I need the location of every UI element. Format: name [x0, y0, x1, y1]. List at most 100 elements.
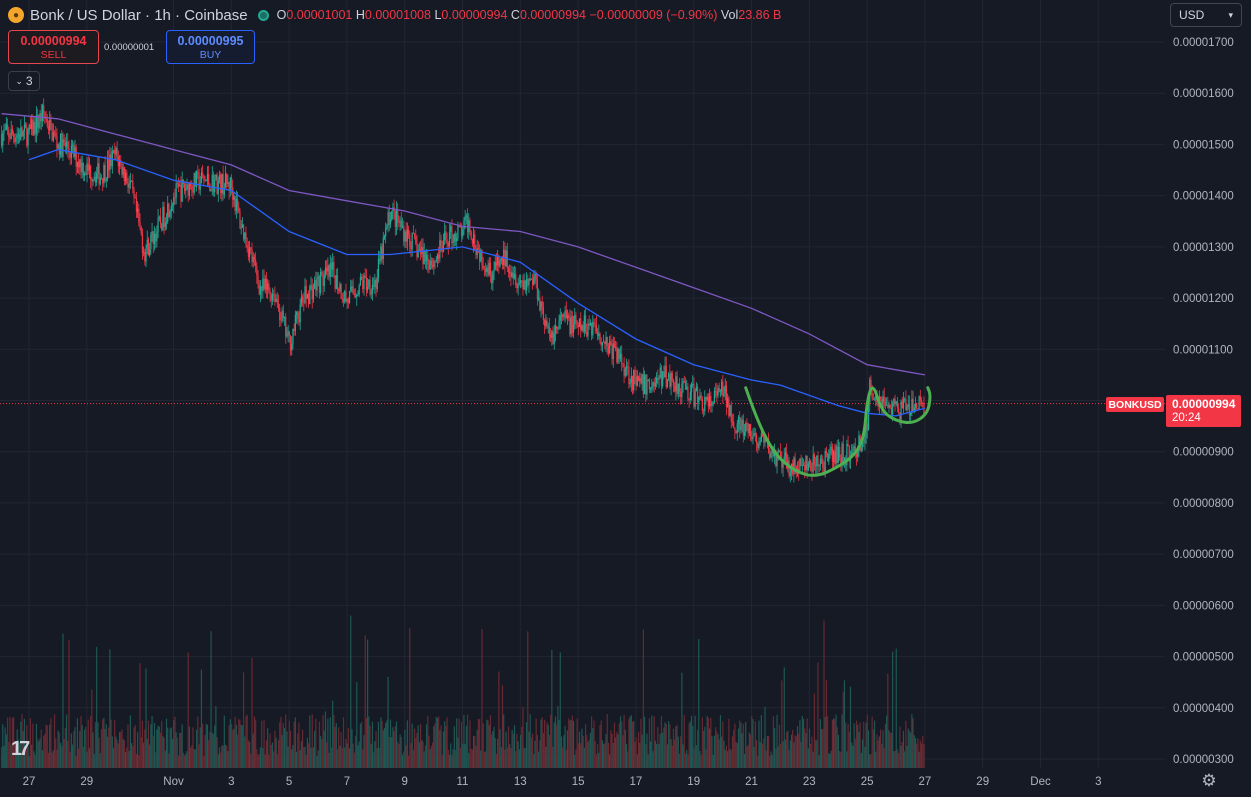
- volume-bar: [21, 714, 23, 768]
- candle-body: [814, 464, 817, 467]
- volume-bar: [831, 719, 834, 768]
- volume-bar: [400, 737, 402, 768]
- volume-bar: [395, 721, 398, 768]
- candle-body: [907, 404, 909, 407]
- candle-body: [214, 180, 216, 193]
- candle-body: [920, 400, 923, 404]
- candle-body: [415, 236, 417, 244]
- candle-body: [717, 388, 719, 396]
- candle-body: [346, 299, 348, 302]
- candle-body: [745, 423, 747, 432]
- candle-body: [519, 280, 522, 284]
- candle-body: [418, 249, 420, 251]
- indicators-toggle-button[interactable]: ⌄ 3: [8, 71, 40, 91]
- candle-body: [10, 128, 12, 139]
- volume-bar: [220, 752, 222, 768]
- volume-bar: [433, 726, 435, 768]
- candle-body: [183, 184, 186, 191]
- volume-bar: [265, 740, 268, 768]
- candle-body: [883, 396, 885, 403]
- candle-body: [858, 435, 860, 450]
- candle-body: [324, 267, 327, 276]
- y-tick-label: 0.00001200: [1173, 293, 1234, 305]
- candle-body: [274, 294, 276, 302]
- x-tick-label: 3: [1095, 776, 1101, 788]
- volume-bar: [722, 721, 724, 768]
- volume-bar: [678, 753, 681, 768]
- volume-bar: [684, 753, 687, 768]
- candle-body: [377, 258, 380, 278]
- volume-bar: [33, 751, 35, 768]
- candle-body: [385, 228, 387, 237]
- candle-body: [817, 455, 819, 467]
- candle-body: [370, 293, 372, 295]
- volume-bar: [635, 737, 637, 768]
- candle-body: [326, 267, 328, 272]
- volume-bar: [423, 751, 425, 768]
- candle-body: [478, 249, 481, 262]
- candle-body: [104, 165, 106, 181]
- volume-bar: [430, 745, 433, 768]
- candle-body: [469, 220, 471, 232]
- candle-body: [268, 283, 270, 291]
- volume-bar: [630, 715, 632, 768]
- gear-icon[interactable]: ⚙: [1201, 771, 1217, 790]
- candle-body: [901, 401, 903, 409]
- cup-drawing[interactable]: [744, 386, 932, 477]
- candle-body: [186, 184, 188, 189]
- volume-bar: [700, 755, 702, 768]
- volume-bar: [193, 749, 195, 768]
- candle-body: [152, 231, 154, 244]
- currency-value: USD: [1179, 8, 1205, 22]
- volume-bar: [658, 743, 660, 768]
- symbol-title[interactable]: Bonk / US Dollar · 1h · Coinbase: [30, 6, 248, 24]
- volume-bar: [662, 732, 664, 768]
- candle-body: [597, 331, 599, 337]
- candle-body: [285, 316, 287, 337]
- candle-body: [759, 441, 761, 444]
- volume-bar: [741, 733, 743, 768]
- time-axis[interactable]: 27 29 Nov 3 5 7 9 11 13 15 17 19 21 23 25 27 29 Dec 3: [23, 776, 1102, 788]
- price-axis[interactable]: 0.000017000.000016000.000015000.00001400…: [1173, 37, 1234, 766]
- volume-bar: [503, 714, 505, 768]
- candle-body: [819, 459, 821, 465]
- candle-body: [718, 388, 720, 392]
- candle-body: [129, 181, 131, 184]
- volume-bar: [727, 751, 729, 768]
- currency-select[interactable]: USD ▾: [1170, 3, 1242, 27]
- tradingview-logo-icon[interactable]: 17: [11, 738, 30, 760]
- candle-body: [586, 331, 588, 337]
- volume-bar: [464, 744, 466, 768]
- volume-bar: [570, 719, 572, 768]
- candle-body: [728, 397, 730, 417]
- candle-body: [202, 172, 204, 175]
- volume-bar: [93, 753, 95, 768]
- sell-button[interactable]: 0.00000994 SELL: [8, 30, 99, 64]
- volume-bar: [106, 736, 109, 768]
- volume-bar: [677, 736, 679, 768]
- cup-handle-drawing[interactable]: [744, 386, 932, 477]
- volume-bar: [291, 749, 293, 768]
- volume-bar: [676, 724, 678, 768]
- volume-bar: [888, 730, 890, 768]
- candle-body: [197, 171, 199, 173]
- volume-bar: [571, 715, 573, 768]
- buy-button[interactable]: 0.00000995 BUY: [166, 30, 255, 64]
- volume-bar: [851, 742, 853, 768]
- volume-bar: [819, 718, 821, 768]
- candle-body: [658, 377, 660, 380]
- candle-body: [176, 183, 178, 184]
- candle-body: [678, 383, 681, 392]
- candle-body: [743, 431, 746, 436]
- volume-bar: [641, 734, 643, 768]
- volume-bar: [214, 725, 216, 768]
- volume-bar: [597, 744, 599, 768]
- volume-bar: [350, 615, 352, 768]
- candle-body: [510, 271, 512, 278]
- volume-bar: [468, 752, 470, 768]
- candle-body: [210, 188, 212, 192]
- candle-body: [693, 384, 695, 407]
- candle-body: [592, 322, 594, 336]
- volume-bar: [121, 729, 123, 768]
